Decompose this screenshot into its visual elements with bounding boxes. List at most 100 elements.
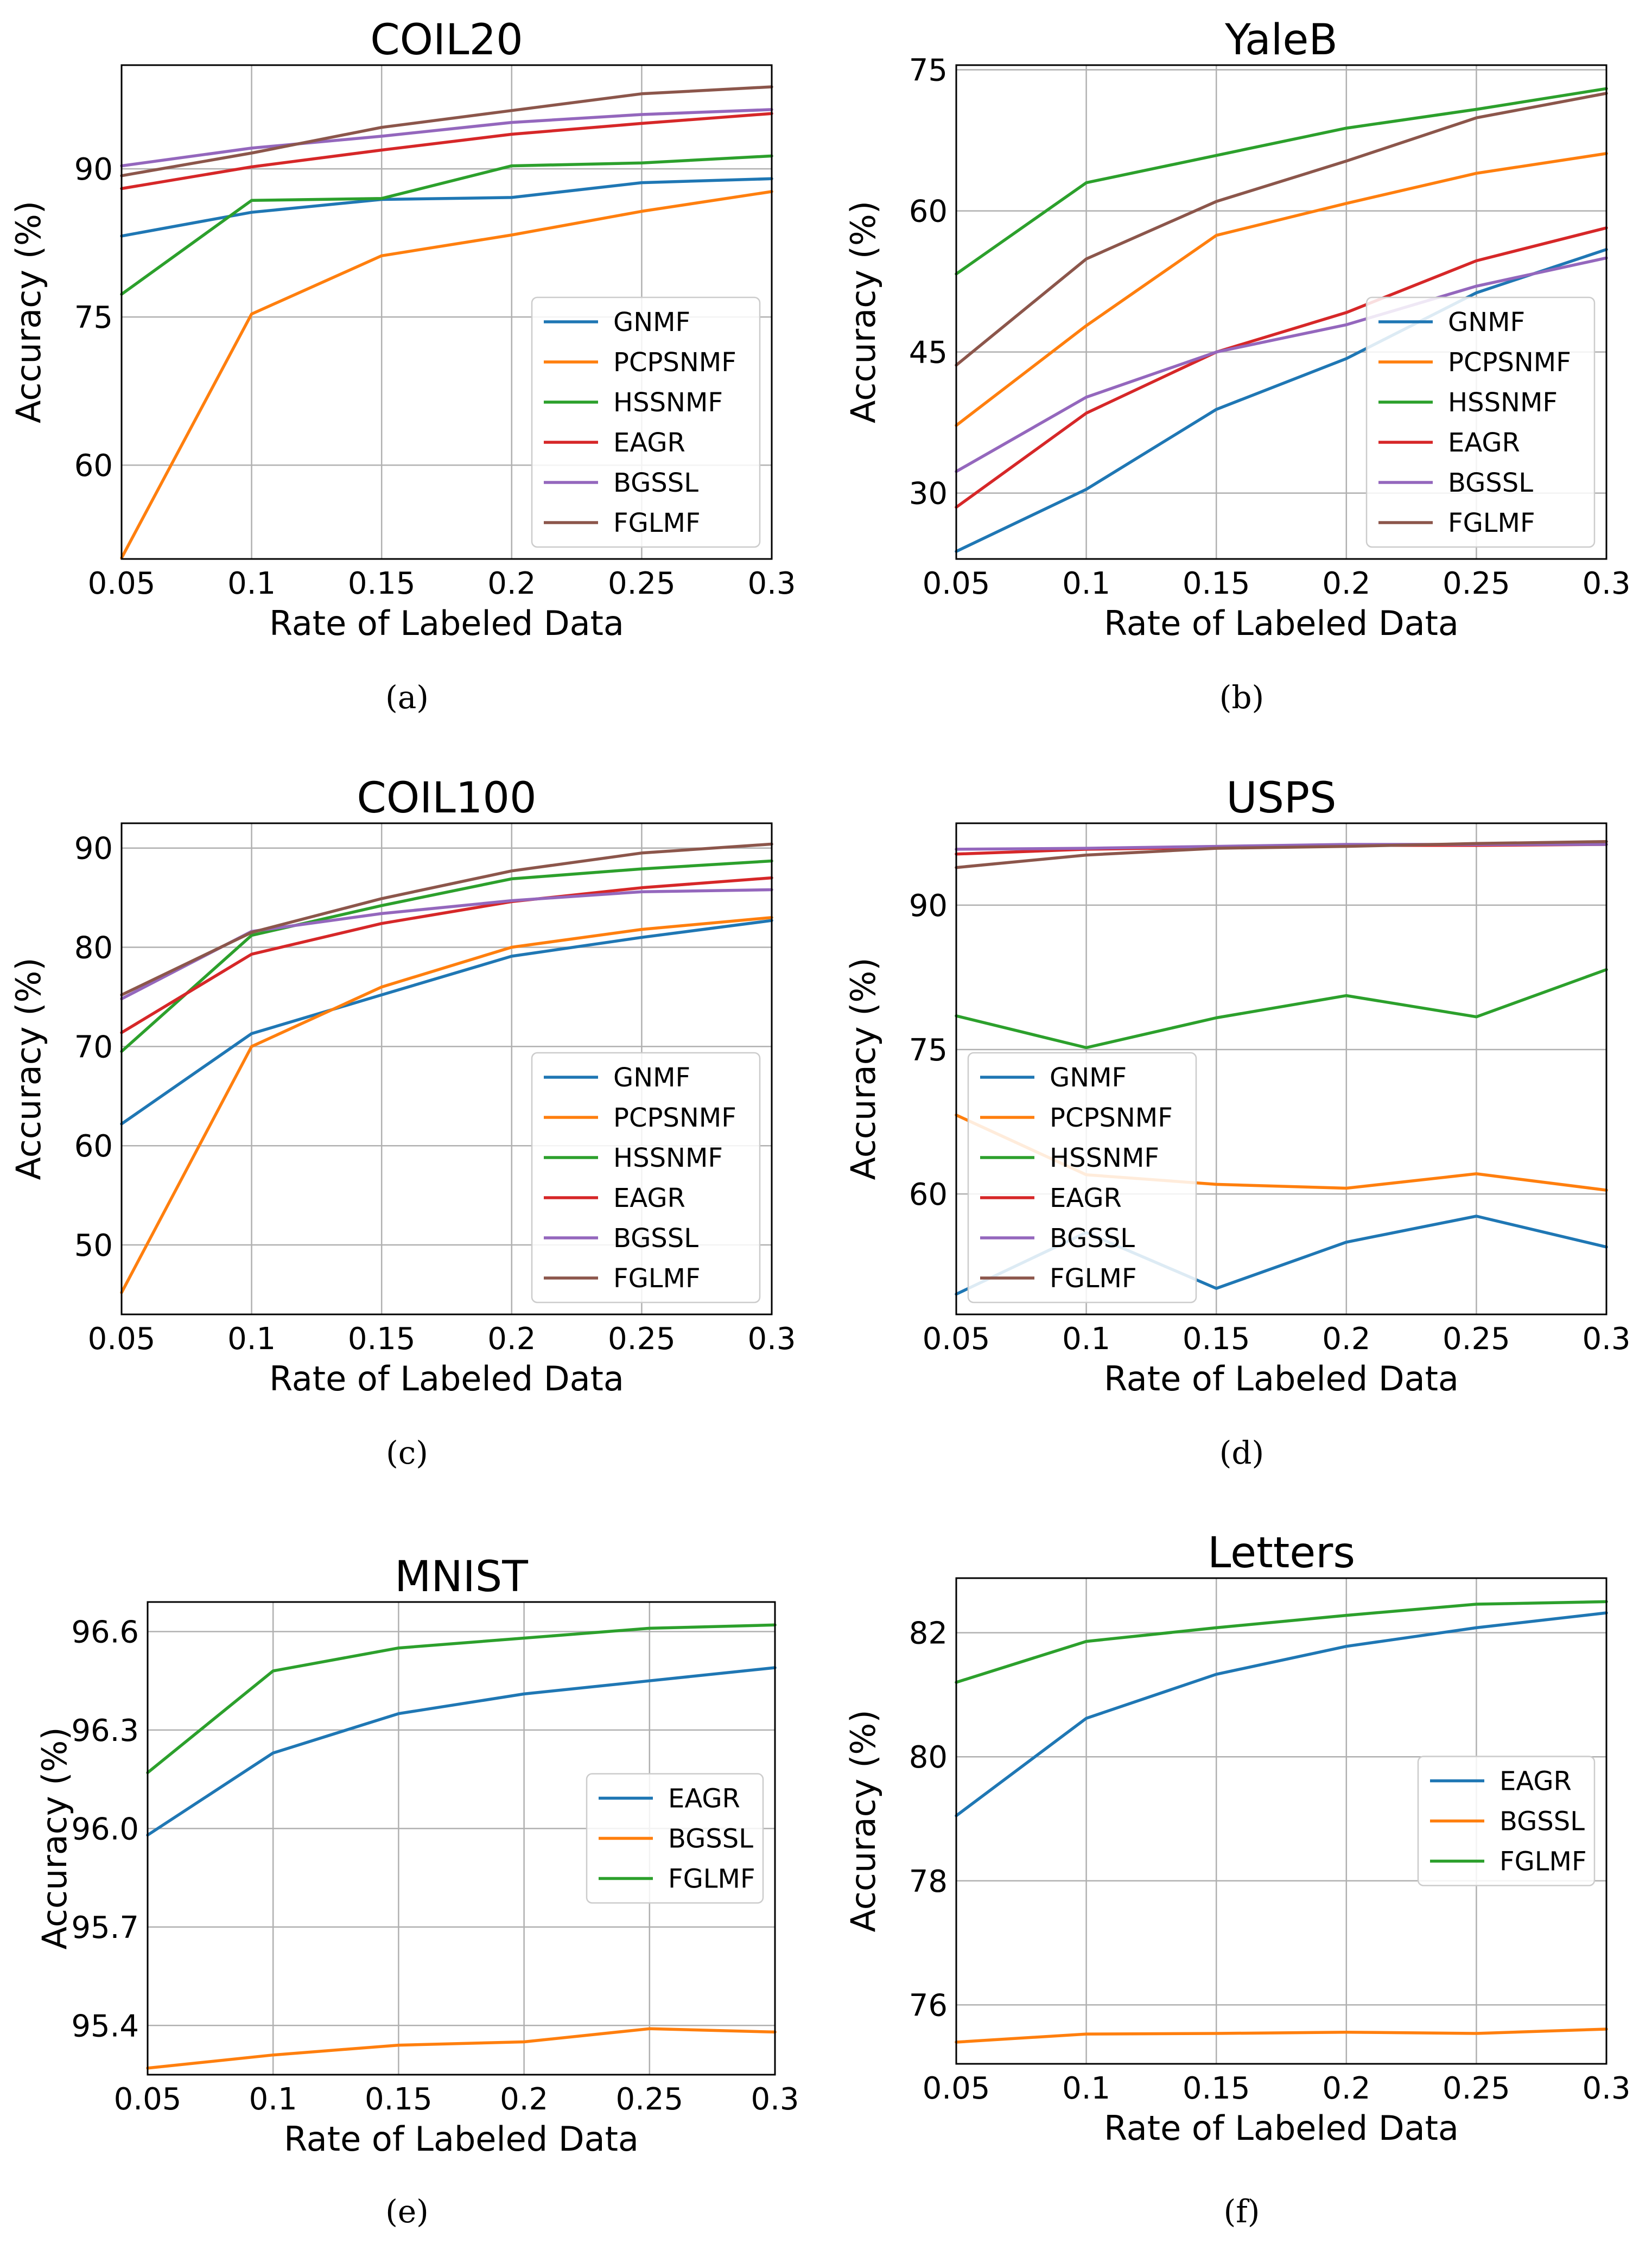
x-tick-label: 0.3 — [1582, 1321, 1630, 1357]
x-tick-label: 0.1 — [1062, 2071, 1110, 2106]
series-line-fglmf — [955, 1600, 1608, 1684]
x-tick-label: 0.1 — [1062, 1321, 1110, 1357]
x-tick-label: 0.1 — [1062, 566, 1110, 601]
y-axis-label: Accuracy (%) — [843, 957, 883, 1180]
y-tick-label: 30 — [909, 476, 948, 512]
plot-frame — [955, 822, 1607, 1315]
legend-label: BGSSL — [1499, 1807, 1585, 1837]
y-tick-label: 60 — [74, 448, 113, 484]
legend-label: GNMF — [1050, 1063, 1127, 1093]
legend-label: FGLMF — [613, 1263, 701, 1294]
x-tick-label: 0.15 — [348, 566, 416, 601]
y-tick-label: 82 — [909, 1616, 948, 1651]
legend-label: PCPSNMF — [1050, 1103, 1173, 1133]
series-line-fglmf — [120, 842, 773, 997]
x-tick-label: 0.25 — [1443, 2071, 1510, 2106]
x-tick-label: 0.05 — [923, 566, 990, 601]
x-tick-label: 0.2 — [1322, 1321, 1370, 1357]
series-line-bgssl — [120, 108, 773, 168]
x-axis-label: Rate of Labeled Data — [269, 603, 624, 643]
legend-label: BGSSL — [1050, 1223, 1135, 1254]
y-tick-label: 90 — [74, 831, 113, 867]
series-line-bgssl — [955, 2027, 1608, 2044]
series-line-hssnmf — [120, 154, 773, 296]
y-axis-label: Accuracy (%) — [35, 1727, 74, 1949]
y-tick-label: 80 — [74, 931, 113, 966]
y-axis-label: Accuracy (%) — [9, 201, 48, 423]
x-tick-label: 0.25 — [615, 2082, 683, 2117]
y-tick-label: 75 — [74, 300, 113, 335]
x-tick-label: 0.1 — [249, 2082, 297, 2117]
y-axis-label: Accuracy (%) — [843, 201, 883, 423]
legend-label: FGLMF — [1499, 1847, 1587, 1877]
plot-frame — [147, 1601, 776, 2076]
legend-label: EAGR — [1499, 1766, 1572, 1797]
x-tick-label: 0.25 — [608, 1321, 676, 1357]
series-line-gnmf — [120, 919, 773, 1126]
x-tick-label: 0.05 — [114, 2082, 182, 2117]
x-axis-label: Rate of Labeled Data — [1104, 2108, 1459, 2148]
legend-label: FGLMF — [668, 1864, 755, 1895]
chart-usps: 0.05 0.1 0.15 0.2 0.25 0.3 60 75 90 USPS Rate of L… — [843, 774, 1631, 1471]
chart-coil20: 0.05 0.1 0.15 0.2 0.25 0.3 60 75 90 COIL20 Rate of… — [9, 16, 796, 716]
legend-box — [531, 1052, 761, 1304]
legend-label: GNMF — [613, 307, 690, 338]
y-tick-label: 75 — [909, 53, 948, 88]
series-line-eagr — [955, 226, 1608, 509]
y-tick-label: 60 — [909, 1177, 948, 1212]
series-line-hssnmf — [120, 859, 773, 1053]
x-tick-label: 0.25 — [608, 566, 676, 601]
legend-box — [531, 296, 761, 548]
legend-label: PCPSNMF — [613, 1103, 736, 1133]
panel-caption: (b) — [1219, 679, 1264, 716]
plot-frame — [955, 64, 1607, 560]
x-tick-label: 0.3 — [1582, 2071, 1630, 2106]
y-tick-label: 50 — [74, 1228, 113, 1263]
x-tick-label: 0.25 — [1443, 1321, 1510, 1357]
legend-label: PCPSNMF — [613, 347, 736, 378]
legend-label: BGSSL — [668, 1824, 753, 1854]
series-line-pcpsnmf — [120, 190, 773, 560]
plot-frame — [120, 822, 773, 1315]
y-tick-label: 60 — [909, 194, 948, 230]
legend-label: HSSNMF — [1050, 1143, 1159, 1173]
series-line-fglmf — [120, 85, 773, 177]
series-line-fglmf — [955, 840, 1608, 869]
legend-label: BGSSL — [613, 468, 698, 498]
y-tick-label: 76 — [909, 1988, 948, 2023]
legend: EAGR BGSSL FGLMF — [1417, 1756, 1596, 1886]
x-tick-label: 0.3 — [747, 1321, 796, 1357]
chart-title: USPS — [1226, 774, 1336, 823]
x-tick-label: 0.15 — [1183, 1321, 1250, 1357]
legend-label: BGSSL — [1448, 468, 1533, 498]
chart-title: Letters — [1208, 1529, 1355, 1578]
series-line-eagr — [146, 1666, 777, 1837]
legend-label: HSSNMF — [613, 387, 723, 418]
legend: GNMF PCPSNMF HSSNMF EAGR BGSSL FGLMF — [1365, 296, 1596, 548]
x-tick-label: 0.3 — [1582, 566, 1630, 601]
panel-caption: (a) — [385, 679, 429, 716]
legend-box — [1417, 1756, 1596, 1886]
chart-title: MNIST — [395, 1553, 528, 1601]
legend-label: BGSSL — [613, 1223, 698, 1254]
series-line-fglmf — [955, 92, 1608, 367]
legend: GNMF PCPSNMF HSSNMF EAGR BGSSL FGLMF — [531, 1052, 761, 1304]
chart-title: COIL100 — [357, 774, 536, 823]
x-tick-label: 0.3 — [751, 2082, 799, 2117]
x-axis-label: Rate of Labeled Data — [269, 1359, 624, 1398]
y-tick-label: 80 — [909, 1740, 948, 1775]
x-tick-label: 0.05 — [923, 1321, 990, 1357]
x-tick-label: 0.3 — [747, 566, 796, 601]
y-tick-label: 45 — [909, 335, 948, 371]
y-tick-label: 95.7 — [71, 1910, 139, 1946]
y-tick-label: 95.4 — [71, 2008, 139, 2044]
chart-mnist: 0.05 0.1 0.15 0.2 0.25 0.3 95.4 95.7 96.0 96.3 96.… — [35, 1553, 799, 2230]
panel-caption: (e) — [385, 2193, 429, 2230]
legend: GNMF PCPSNMF HSSNMF EAGR BGSSL FGLMF — [531, 296, 761, 548]
y-tick-label: 90 — [74, 152, 113, 187]
x-tick-label: 0.05 — [88, 1321, 156, 1357]
chart-title: YaleB — [1224, 16, 1338, 65]
panel-caption: (f) — [1224, 2193, 1260, 2230]
legend-box — [1365, 296, 1596, 548]
